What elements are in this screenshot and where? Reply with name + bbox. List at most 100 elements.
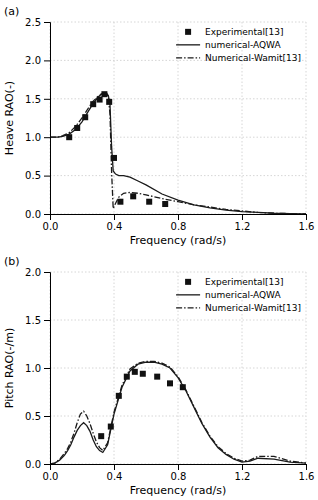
y-grid-line xyxy=(50,175,306,176)
point xyxy=(124,374,130,380)
x-tick-label: 1.2 xyxy=(235,471,251,482)
legend-item: Experimental[13] xyxy=(185,277,284,287)
plot-area: 0.00.40.81.21.60.00.51.01.52.0Experiment… xyxy=(25,267,314,482)
point xyxy=(146,199,152,205)
x-tick: 0.0 xyxy=(43,464,59,482)
legend-item: Numerical-Wamit[13] xyxy=(176,53,301,63)
legend: Experimental[13] numerical-AQWA Numerical-… xyxy=(176,27,301,63)
legend-label: numerical-AQWA xyxy=(205,290,281,300)
legend-label: numerical-AQWA xyxy=(205,40,281,50)
x-tick: 0.0 xyxy=(43,214,59,232)
y-tick: 1.5 xyxy=(25,315,50,326)
x-tick: 0.8 xyxy=(171,214,187,232)
x-tick-label: 1.2 xyxy=(235,221,251,232)
legend-item: Experimental[13] xyxy=(185,27,284,37)
marks xyxy=(50,91,306,214)
y-tick-label: 0.0 xyxy=(25,209,41,220)
y-tick-mark xyxy=(44,60,50,61)
y-tick-label: 0.5 xyxy=(25,170,41,181)
figure: 0.0 0.4 0.8 1.2 1.6 0.0 0.5 1.0 1.5 2.0 2.5 Experim… xyxy=(0,0,318,500)
x-tick-label: 1.6 xyxy=(299,221,315,232)
y-tick-mark xyxy=(44,464,50,465)
x-tick-mark xyxy=(114,464,115,470)
y-grid-line xyxy=(50,272,306,273)
x-tick: 0.4 xyxy=(107,214,123,232)
x-tick-mark xyxy=(242,214,243,220)
line xyxy=(50,93,306,214)
y-tick-mark xyxy=(44,272,50,273)
grid xyxy=(50,272,306,464)
y-tick: 1.0 xyxy=(25,132,50,143)
point xyxy=(180,384,186,390)
point xyxy=(98,433,104,439)
point xyxy=(82,114,88,120)
scatter-series xyxy=(66,91,168,207)
point xyxy=(108,424,114,430)
y-axis-line xyxy=(44,23,51,215)
x-axis: 0.00.40.81.21.6 xyxy=(43,464,315,482)
point xyxy=(167,380,173,386)
panel-title: (a) xyxy=(4,5,19,18)
y-grid-line xyxy=(50,22,306,23)
panel-title: (b) xyxy=(4,255,20,268)
y-axis: 0.00.51.01.52.02.5 xyxy=(25,17,50,220)
point xyxy=(116,393,122,399)
y-tick-label: 1.5 xyxy=(25,315,41,326)
point xyxy=(162,201,168,207)
marks xyxy=(50,361,306,464)
panel: 0.00.40.81.21.60.00.51.01.52.0Experiment… xyxy=(3,255,314,497)
y-tick-label: 1.0 xyxy=(25,132,41,143)
y-tick: 2.5 xyxy=(25,17,50,28)
x-tick-label: 0.8 xyxy=(171,221,187,232)
y-tick: 1.5 xyxy=(25,94,50,105)
y-tick: 2.0 xyxy=(25,267,50,278)
x-tick-label: 1.6 xyxy=(299,471,315,482)
y-grid-line xyxy=(50,137,306,138)
point xyxy=(130,193,136,199)
point xyxy=(140,371,146,377)
x-tick-label: 0.4 xyxy=(107,221,123,232)
y-tick-label: 2.5 xyxy=(25,17,41,28)
point xyxy=(117,199,123,205)
scatter-series xyxy=(98,369,186,439)
panel: 0.00.40.81.21.60.00.51.01.52.02.5Experim… xyxy=(3,5,314,247)
x-axis-title: Frequency (rad/s) xyxy=(130,234,227,247)
point xyxy=(74,125,80,131)
x-tick-label: 0.0 xyxy=(43,221,59,232)
x-tick: 0.8 xyxy=(171,464,187,482)
y-tick-mark xyxy=(44,214,50,215)
y-tick-label: 1.0 xyxy=(25,363,41,374)
x-tick: 1.6 xyxy=(299,464,315,482)
line xyxy=(50,361,306,464)
x-tick-mark xyxy=(306,214,307,220)
x-axis-line xyxy=(51,215,307,221)
legend: Experimental[13] numerical-AQWA Numerical-… xyxy=(176,277,301,313)
y-grid-line xyxy=(50,98,306,99)
point xyxy=(154,374,160,380)
y-grid-line xyxy=(50,320,306,321)
y-tick-label: 0.5 xyxy=(25,411,41,422)
y-tick: 0.0 xyxy=(25,459,50,470)
x-grid-line xyxy=(306,22,307,214)
x-tick-mark xyxy=(114,214,115,220)
plot-area: 0.00.40.81.21.60.00.51.01.52.02.5Experim… xyxy=(25,17,314,232)
x-grid-line xyxy=(114,22,115,214)
y-tick: 0.5 xyxy=(25,411,50,422)
x-tick-label: 0.0 xyxy=(43,471,59,482)
y-tick-mark xyxy=(44,368,50,369)
y-tick-label: 2.0 xyxy=(25,267,41,278)
point xyxy=(106,99,112,105)
point xyxy=(66,134,72,140)
y-tick-mark xyxy=(44,416,50,417)
legend-label: Numerical-Wamit[13] xyxy=(205,303,301,313)
x-grid-line xyxy=(242,22,243,214)
legend-item: numerical-AQWA xyxy=(176,40,281,50)
x-grid-line xyxy=(242,272,243,464)
y-tick-label: 0.0 xyxy=(25,459,41,470)
legend-swatch xyxy=(185,279,191,285)
y-axis-title: Heave RAO(-) xyxy=(3,81,16,155)
legend-swatch xyxy=(185,29,191,35)
y-tick-mark xyxy=(44,137,50,138)
x-tick-mark xyxy=(178,464,179,470)
y-tick-mark xyxy=(44,99,50,100)
